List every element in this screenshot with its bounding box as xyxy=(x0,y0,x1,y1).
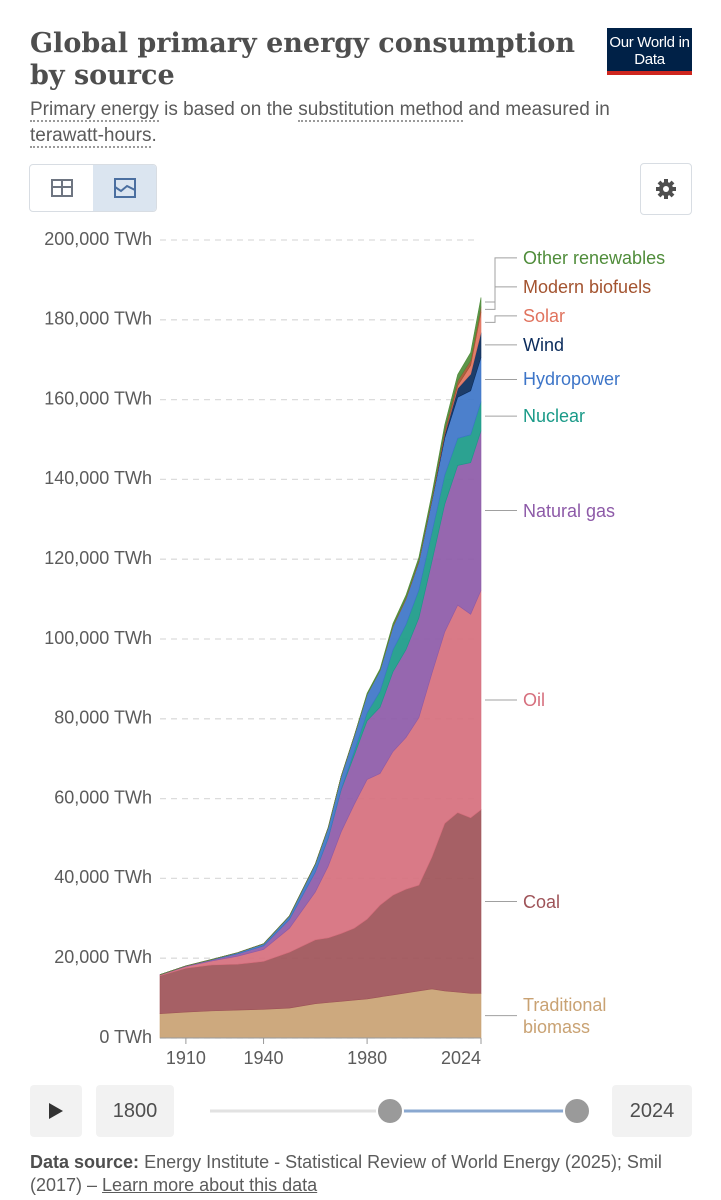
source: Data source: Energy Institute - Statisti… xyxy=(30,1151,700,1197)
legend-label[interactable]: Nuclear xyxy=(523,406,586,427)
timeline-slider[interactable] xyxy=(200,1090,605,1132)
legend-label[interactable]: Solar xyxy=(523,305,566,326)
slider-handle[interactable] xyxy=(563,1097,591,1125)
area xyxy=(159,297,482,975)
y-tick-label: 160,000 TWh xyxy=(44,388,152,408)
subtitle: Primary energy is based on the substitut… xyxy=(30,97,670,149)
legend-label[interactable]: Modern biofuels xyxy=(523,276,652,297)
leader-line xyxy=(485,286,517,310)
subtitle-text: is based on the xyxy=(158,99,299,120)
legend-label[interactable]: Coal xyxy=(523,891,561,912)
legend-label[interactable]: Oil xyxy=(523,690,545,711)
view-toggle xyxy=(29,164,157,212)
term[interactable]: terawatt-hours xyxy=(30,125,152,148)
play-button[interactable] xyxy=(30,1085,82,1137)
x-tick-label: 1910 xyxy=(166,1048,206,1068)
source-label: Data source: xyxy=(30,1152,140,1172)
table-icon xyxy=(50,179,73,197)
gear-icon xyxy=(656,179,676,199)
subtitle-text: and measured in xyxy=(463,99,610,120)
leader-line xyxy=(485,257,517,303)
x-tick-label: 1940 xyxy=(244,1048,284,1068)
y-tick-label: 200,000 TWh xyxy=(44,229,152,249)
y-tick-label: 180,000 TWh xyxy=(44,309,152,329)
table-button[interactable] xyxy=(30,165,93,211)
leader-line xyxy=(485,315,517,323)
subtitle-text: . xyxy=(151,125,157,146)
y-tick-label: 80,000 TWh xyxy=(54,708,152,728)
x-tick-label: 2024 xyxy=(441,1048,481,1068)
logo[interactable]: Our World in Data xyxy=(607,28,692,75)
term[interactable]: Primary energy xyxy=(30,99,159,122)
y-tick-label: 20,000 TWh xyxy=(54,947,152,967)
start-year[interactable]: 1800 xyxy=(96,1085,174,1137)
chart-icon xyxy=(113,178,136,198)
settings-button[interactable] xyxy=(640,163,692,215)
legend-label[interactable]: Wind xyxy=(523,334,565,355)
y-tick-label: 120,000 TWh xyxy=(44,548,152,568)
y-tick-label: 0 TWh xyxy=(99,1027,152,1047)
source-text: Energy Institute - Statistical Review of… xyxy=(30,1152,662,1195)
legend-label[interactable]: Other renewables xyxy=(523,247,666,268)
end-year[interactable]: 2024 xyxy=(612,1085,692,1137)
y-tick-label: 60,000 TWh xyxy=(54,787,152,807)
legend-label[interactable]: Traditional biomass xyxy=(523,994,607,1037)
y-tick-label: 100,000 TWh xyxy=(44,628,152,648)
play-icon xyxy=(49,1103,63,1119)
slider-handle[interactable] xyxy=(376,1097,404,1125)
y-tick-label: 140,000 TWh xyxy=(44,468,152,488)
x-tick-label: 1980 xyxy=(347,1048,387,1068)
title: Global primary energy consumption by sou… xyxy=(30,28,575,91)
term[interactable]: substitution method xyxy=(298,99,464,122)
legend-label[interactable]: Natural gas xyxy=(523,500,616,521)
y-tick-label: 40,000 TWh xyxy=(54,867,152,887)
source-link[interactable]: Learn more about this data xyxy=(102,1175,318,1195)
legend-label[interactable]: Hydropower xyxy=(523,369,621,390)
chart-button[interactable] xyxy=(93,165,156,211)
